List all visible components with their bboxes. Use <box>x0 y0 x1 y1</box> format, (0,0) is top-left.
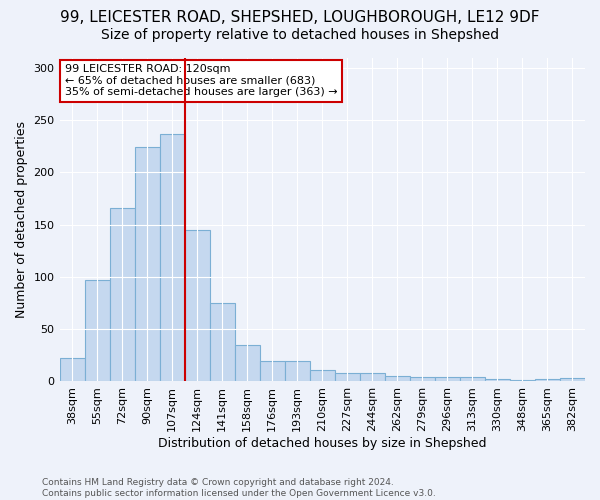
Bar <box>385 376 410 382</box>
Bar <box>209 303 235 382</box>
Bar <box>260 360 285 382</box>
Bar <box>535 380 560 382</box>
Bar <box>410 378 435 382</box>
Text: 99 LEICESTER ROAD: 120sqm
← 65% of detached houses are smaller (683)
35% of semi: 99 LEICESTER ROAD: 120sqm ← 65% of detac… <box>65 64 337 97</box>
Bar <box>235 345 260 382</box>
Bar <box>85 280 110 382</box>
Bar <box>335 373 360 382</box>
Bar <box>59 358 85 382</box>
Text: 99, LEICESTER ROAD, SHEPSHED, LOUGHBOROUGH, LE12 9DF: 99, LEICESTER ROAD, SHEPSHED, LOUGHBOROU… <box>60 10 540 25</box>
Bar <box>310 370 335 382</box>
Bar <box>134 148 160 382</box>
X-axis label: Distribution of detached houses by size in Shepshed: Distribution of detached houses by size … <box>158 437 487 450</box>
Bar <box>485 380 510 382</box>
Bar <box>510 380 535 382</box>
Bar <box>160 134 185 382</box>
Bar <box>435 378 460 382</box>
Text: Contains HM Land Registry data © Crown copyright and database right 2024.
Contai: Contains HM Land Registry data © Crown c… <box>42 478 436 498</box>
Bar <box>560 378 585 382</box>
Text: Size of property relative to detached houses in Shepshed: Size of property relative to detached ho… <box>101 28 499 42</box>
Bar <box>360 373 385 382</box>
Y-axis label: Number of detached properties: Number of detached properties <box>15 121 28 318</box>
Bar <box>460 378 485 382</box>
Bar <box>285 360 310 382</box>
Bar <box>110 208 134 382</box>
Bar <box>185 230 209 382</box>
